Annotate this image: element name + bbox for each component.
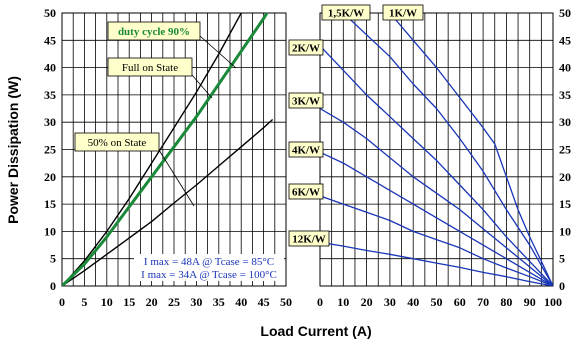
imax-note-line-1: I max = 48A @ Tcase = 85°C xyxy=(144,256,274,268)
label-6kw-box xyxy=(288,183,324,200)
series-line-duty-cycle-90 xyxy=(62,13,269,286)
label-4kw-text: 4K/W xyxy=(292,145,320,157)
y-tick-label: 0 xyxy=(559,279,565,293)
label-4kw: 4K/W xyxy=(288,141,324,158)
x-tick-label: 40 xyxy=(235,295,247,309)
y-axis-title: Power Dissipation (W) xyxy=(5,76,21,224)
y-tick-label: 0 xyxy=(50,279,56,293)
series-line-3k-w xyxy=(320,107,553,286)
x-tick-label: 50 xyxy=(280,295,292,309)
left-series xyxy=(62,13,274,286)
label-6kw-text: 6K/W xyxy=(292,187,320,199)
x-tick-label: 50 xyxy=(431,295,443,309)
label-2kw: 2K/W xyxy=(288,39,324,56)
label-1kw: 1K/W xyxy=(382,4,424,21)
label-6kw: 6K/W xyxy=(288,183,324,200)
label-50-on-state: 50% on State xyxy=(74,132,160,152)
label-3kw-text: 3K/W xyxy=(292,96,320,108)
overlays: duty cycle 90% Full on State 50% on State I… xyxy=(74,4,424,281)
label-1-5kw-box xyxy=(321,4,371,21)
series-line-12k-w xyxy=(320,241,553,286)
label-3kw-box xyxy=(288,92,324,109)
y-tick-label: 20 xyxy=(559,170,571,184)
x-tick-label: 35 xyxy=(213,295,225,309)
y-tick-label: 50 xyxy=(559,6,571,20)
y-tick-label: 45 xyxy=(44,33,56,47)
label-1kw-box xyxy=(382,4,424,21)
right-panel: 0 10 20 30 40 50 60 70 80 90 100 0 5 10 15 20 25 30 35 40 45… xyxy=(317,6,571,309)
label-2kw-box xyxy=(288,39,324,56)
series-line-full-on-state xyxy=(62,13,243,286)
y-tick-label: 15 xyxy=(44,197,56,211)
label-duty-cycle-90-text: duty cycle 90% xyxy=(118,26,190,38)
x-axis-title: Load Current (A) xyxy=(260,323,371,339)
series-line-4k-w xyxy=(320,151,553,286)
label-1kw-text: 1K/W xyxy=(389,8,417,20)
x-tick-label: 0 xyxy=(317,295,323,309)
label-2kw-text: 2K/W xyxy=(292,43,320,55)
right-series xyxy=(320,13,553,286)
x-tick-label: 0 xyxy=(59,295,65,309)
y-tick-label: 50 xyxy=(44,6,56,20)
y-tick-label: 25 xyxy=(44,143,56,157)
label-50-on-state-text: 50% on State xyxy=(88,137,147,149)
y-tick-label: 5 xyxy=(559,252,565,266)
imax-note-line-2: I max = 34A @ Tcase = 100°C xyxy=(141,269,277,281)
y-tick-label: 45 xyxy=(559,33,571,47)
x-tick-label: 80 xyxy=(500,295,512,309)
label-4kw-box xyxy=(288,141,324,158)
label-12kw-text: 12K/W xyxy=(292,234,326,246)
y-tick-label: 30 xyxy=(44,115,56,129)
y-tick-label: 20 xyxy=(44,170,56,184)
series-line-50-on-state xyxy=(62,118,274,286)
x-tick-label: 25 xyxy=(168,295,180,309)
label-duty-cycle-90: duty cycle 90% xyxy=(107,21,201,41)
y-tick-label: 25 xyxy=(559,143,571,157)
imax-note-bg xyxy=(134,254,284,281)
y-tick-label: 40 xyxy=(44,61,56,75)
x-tick-label: 45 xyxy=(258,295,270,309)
label-1-5kw: 1,5K/W xyxy=(321,4,371,21)
x-tick-label: 10 xyxy=(101,295,113,309)
pointer-50-on-state xyxy=(158,149,195,207)
label-1-5kw-text: 1,5K/W xyxy=(328,8,364,20)
y-tick-label: 5 xyxy=(50,252,56,266)
x-tick-label: 20 xyxy=(361,295,373,309)
y-tick-label: 30 xyxy=(559,115,571,129)
x-tick-label: 15 xyxy=(123,295,135,309)
y-tick-label: 10 xyxy=(44,224,56,238)
y-tick-label: 40 xyxy=(559,61,571,75)
label-50-on-state-box xyxy=(74,132,160,152)
x-tick-label: 30 xyxy=(190,295,202,309)
label-12kw-box xyxy=(288,230,330,247)
pointer-full-on-state xyxy=(191,74,213,99)
label-full-on-state-box xyxy=(107,57,193,77)
series-line-1-5k-w xyxy=(342,13,553,286)
x-tick-label: 90 xyxy=(524,295,536,309)
x-tick-label: 40 xyxy=(407,295,419,309)
x-tick-label: 30 xyxy=(384,295,396,309)
series-line-2k-w xyxy=(320,45,553,286)
label-duty-cycle-90-box xyxy=(107,21,201,41)
imax-note: I max = 48A @ Tcase = 85°CI max = 34A @ … xyxy=(134,254,284,281)
x-tick-label: 5 xyxy=(81,295,87,309)
x-tick-label: 10 xyxy=(337,295,349,309)
y-tick-label: 35 xyxy=(44,88,56,102)
x-tick-label: 20 xyxy=(146,295,158,309)
y-tick-label: 10 xyxy=(559,224,571,238)
x-tick-label: 100 xyxy=(544,295,562,309)
y-tick-label: 15 xyxy=(559,197,571,211)
x-tick-label: 70 xyxy=(477,295,489,309)
pointer-duty-cycle-90 xyxy=(199,35,237,69)
label-3kw: 3K/W xyxy=(288,92,324,109)
series-line-1k-w xyxy=(389,13,553,286)
label-full-on-state: Full on State xyxy=(107,57,193,77)
y-tick-label: 35 xyxy=(559,88,571,102)
plot-frame xyxy=(61,12,287,287)
series-line-6k-w xyxy=(320,195,553,286)
x-tick-label: 60 xyxy=(454,295,466,309)
label-full-on-state-text: Full on State xyxy=(122,62,178,74)
label-12kw: 12K/W xyxy=(288,230,330,247)
